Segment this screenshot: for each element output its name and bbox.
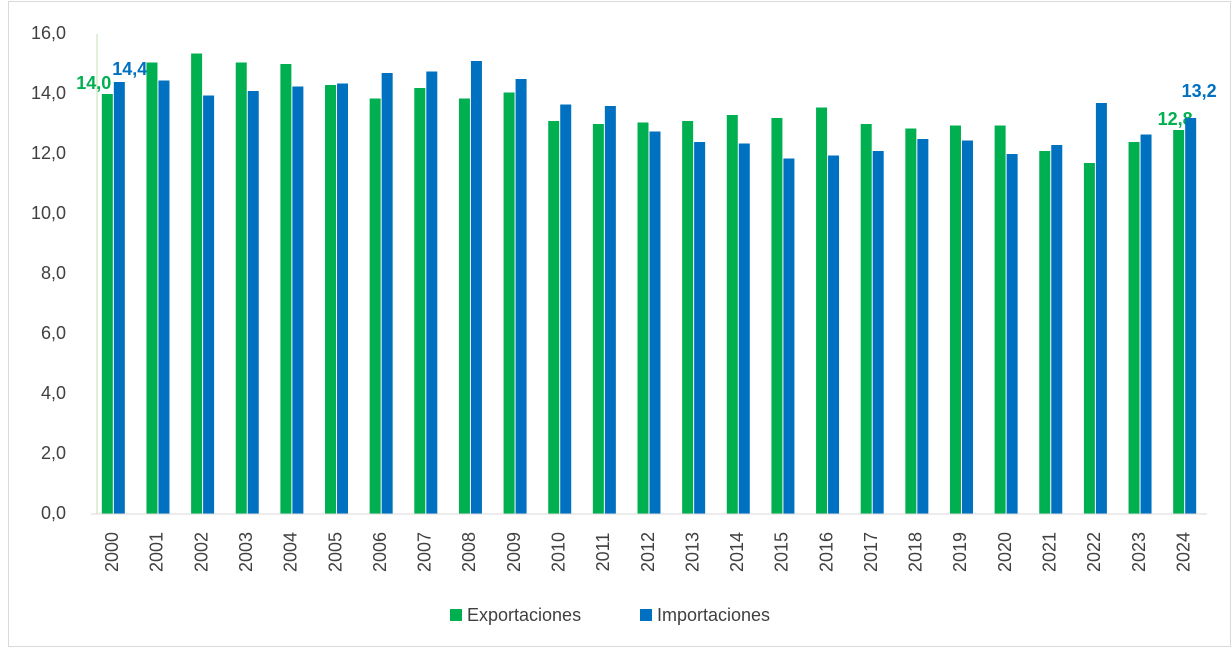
y-tick-label: 16,0: [31, 23, 66, 43]
bar: [369, 98, 381, 514]
legend-label: Importaciones: [657, 605, 770, 625]
bar: [726, 115, 738, 514]
bar: [235, 62, 247, 514]
bar: [381, 73, 393, 514]
bar: [146, 62, 158, 514]
x-tick-label: 2002: [191, 532, 211, 572]
bar: [1006, 154, 1018, 514]
x-tick-label: 2017: [861, 532, 881, 572]
bar: [1185, 118, 1197, 514]
data-label: 12,8: [1158, 109, 1193, 129]
x-tick-label: 2012: [638, 532, 658, 572]
bar: [1083, 163, 1095, 514]
bar: [292, 86, 304, 514]
x-tick-label: 2003: [236, 532, 256, 572]
bar: [101, 94, 113, 514]
x-tick-label: 2021: [1040, 532, 1060, 572]
x-tick-label: 2007: [415, 532, 435, 572]
bar: [1128, 142, 1140, 514]
bar: [592, 124, 604, 514]
bar: [325, 85, 337, 514]
bar: [280, 64, 292, 514]
y-tick-label: 8,0: [41, 263, 66, 283]
bar: [203, 95, 215, 514]
x-tick-label: 2023: [1129, 532, 1149, 572]
bar: [1095, 103, 1107, 514]
bar: [682, 121, 694, 514]
x-tick-label: 2010: [548, 532, 568, 572]
x-tick-label: 2015: [772, 532, 792, 572]
bar: [828, 155, 840, 514]
bar: [247, 91, 259, 514]
bar: [113, 82, 125, 514]
bar: [548, 121, 560, 514]
x-tick-label: 2016: [816, 532, 836, 572]
bar: [560, 104, 572, 514]
bar: [1140, 134, 1152, 514]
bar: [649, 131, 661, 514]
bar: [515, 79, 527, 514]
x-tick-label: 2006: [370, 532, 390, 572]
bar: [694, 142, 706, 514]
y-tick-label: 10,0: [31, 203, 66, 223]
x-tick-label: 2014: [727, 532, 747, 572]
data-label: 14,4: [112, 59, 147, 79]
data-label: 13,2: [1182, 81, 1217, 101]
bar: [1173, 130, 1185, 514]
y-tick-label: 2,0: [41, 443, 66, 463]
bar: [503, 92, 515, 514]
x-tick-label: 2011: [593, 533, 613, 572]
bar: [337, 83, 349, 514]
bar: [1051, 145, 1063, 514]
bar: [738, 143, 750, 514]
x-tick-label: 2009: [504, 532, 524, 572]
bar: [905, 128, 917, 514]
bar: [771, 118, 783, 514]
bar: [994, 125, 1006, 514]
bar: [961, 140, 973, 514]
bar: [458, 98, 470, 514]
bar: [1039, 151, 1051, 514]
bar: [637, 122, 649, 514]
x-tick-label: 2005: [325, 532, 345, 572]
x-tick-label: 2008: [459, 532, 479, 572]
y-tick-label: 12,0: [31, 143, 66, 163]
y-tick-label: 4,0: [41, 383, 66, 403]
bar: [426, 71, 438, 514]
bar: [860, 124, 872, 514]
y-tick-label: 6,0: [41, 323, 66, 343]
bar: [872, 151, 884, 514]
x-tick-label: 2013: [682, 532, 702, 572]
bar: [949, 125, 961, 514]
x-tick-label: 2000: [102, 532, 122, 572]
x-tick-label: 2004: [281, 532, 301, 572]
legend-label: Exportaciones: [467, 605, 581, 625]
bar: [604, 106, 616, 514]
bar: [917, 139, 929, 514]
bar: [816, 107, 828, 514]
legend-swatch: [640, 609, 652, 621]
x-tick-label: 2019: [950, 532, 970, 572]
bar: [783, 158, 795, 514]
data-label: 14,0: [76, 73, 111, 93]
bar: [470, 61, 482, 514]
y-tick-label: 0,0: [41, 503, 66, 523]
x-tick-label: 2022: [1084, 532, 1104, 572]
x-tick-label: 2020: [995, 532, 1015, 572]
bar: [158, 80, 170, 514]
x-tick-label: 2001: [147, 532, 167, 572]
legend-swatch: [450, 609, 462, 621]
bar: [191, 53, 203, 514]
y-tick-label: 14,0: [31, 83, 66, 103]
bar: [414, 88, 426, 514]
x-tick-label: 2024: [1173, 532, 1193, 572]
x-tick-label: 2018: [906, 532, 926, 572]
